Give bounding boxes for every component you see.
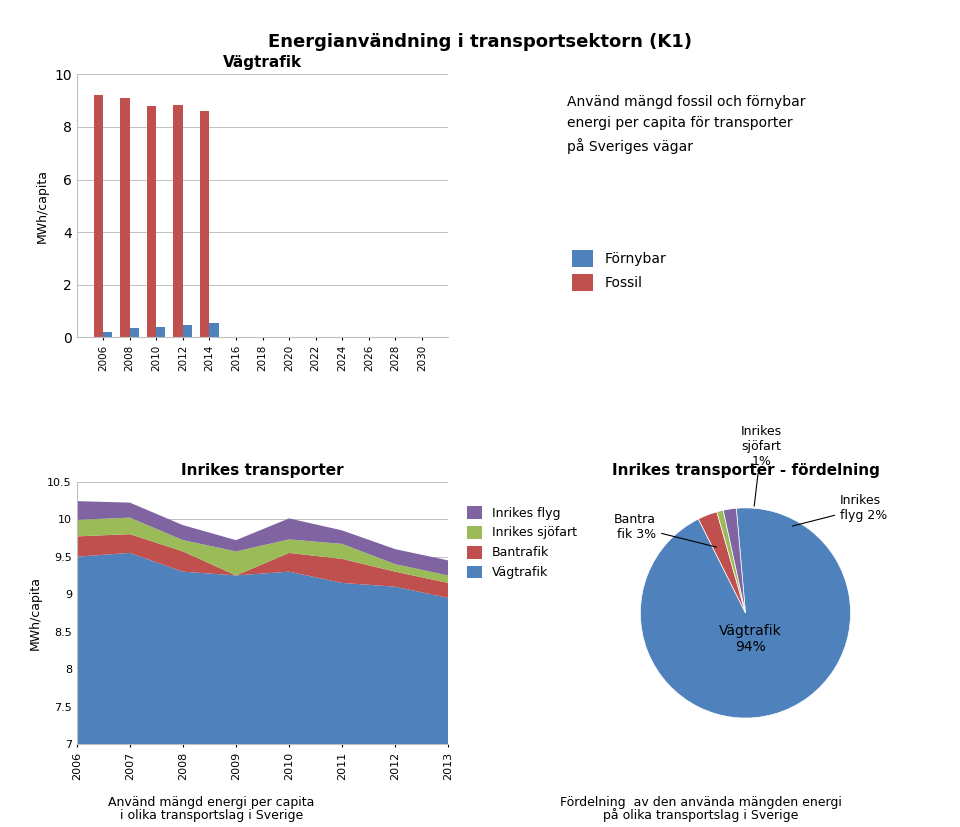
Text: Energianvändning i transportsektorn (K1): Energianvändning i transportsektorn (K1) [268,33,692,51]
Wedge shape [699,512,746,613]
Text: Använd mängd energi per capita: Använd mängd energi per capita [108,796,314,810]
Bar [156,327,165,337]
Y-axis label: MWh/capita: MWh/capita [36,169,49,243]
Bar [174,105,182,337]
Bar [200,111,209,337]
Bar [94,95,103,337]
Text: Bantra
fik 3%: Bantra fik 3% [614,513,716,547]
Text: på olika transportslag i Sverige: på olika transportslag i Sverige [603,808,799,822]
Legend: Inrikes flyg, Inrikes sjöfart, Bantrafik, Vägtrafik: Inrikes flyg, Inrikes sjöfart, Bantrafik… [462,501,582,584]
Wedge shape [640,508,851,718]
Text: Inrikes
sjöfart
1%: Inrikes sjöfart 1% [741,425,781,506]
Bar [103,332,112,337]
Bar [147,106,156,337]
Title: Vägtrafik: Vägtrafik [223,55,302,70]
Text: Vägtrafik
94%: Vägtrafik 94% [719,624,782,654]
Y-axis label: MWh/capita: MWh/capita [29,576,41,650]
Bar [209,323,219,337]
Wedge shape [717,510,746,613]
Title: Inrikes transporter: Inrikes transporter [181,462,344,478]
Text: Fördelning  av den använda mängden energi: Fördelning av den använda mängden energi [560,796,842,810]
Bar [120,98,130,337]
Text: Använd mängd fossil och förnybar
energi per capita för transporter
på Sveriges v: Använd mängd fossil och förnybar energi … [567,95,805,154]
Wedge shape [723,509,746,613]
Text: i olika transportslag i Sverige: i olika transportslag i Sverige [120,809,302,822]
Legend: Förnybar, Fossil: Förnybar, Fossil [566,244,671,296]
Bar [182,325,192,337]
Title: Inrikes transporter - fördelning: Inrikes transporter - fördelning [612,462,879,478]
Text: Inrikes
flyg 2%: Inrikes flyg 2% [792,494,887,526]
Bar [130,328,139,337]
